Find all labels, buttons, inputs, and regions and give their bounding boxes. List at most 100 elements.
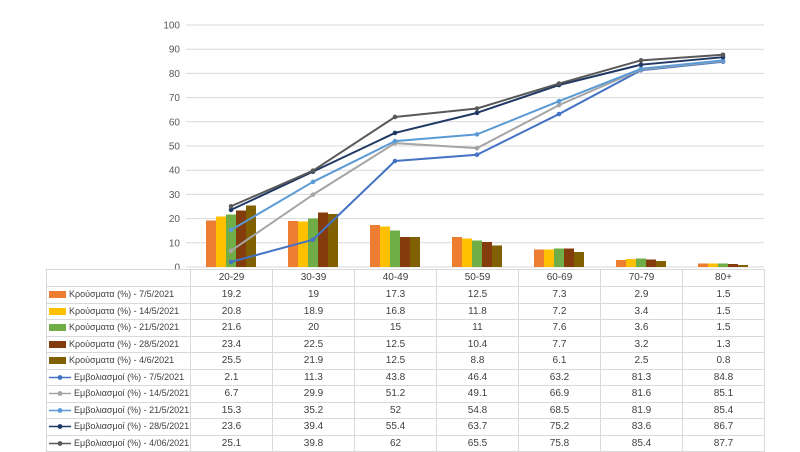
value-cell: 51.2 [354,385,437,403]
series-label: Εμβολιασμοί (%) - 28/5/2021 [74,421,190,431]
line-marker [310,179,316,185]
y-axis-tick-label: 60 [169,117,181,128]
y-axis-tick-label: 90 [169,45,181,56]
bar [410,236,420,267]
series-legend-cell: Εμβολιασμοί (%) - 21/5/2021 [46,401,191,419]
value-cell: 63.2 [518,368,601,386]
value-cell: 63.7 [436,418,519,436]
line-series-swatch-icon [49,391,71,397]
line-marker [638,62,644,67]
series-label: Κρούσματα (%) - 4/6/2021 [69,355,175,365]
series-label: Εμβολιασμοί (%) - 4/06/2021 [74,437,190,448]
value-cell: 12.5 [436,286,519,304]
value-cell: 83.6 [600,418,683,436]
y-axis-tick-label: 10 [169,238,181,249]
line-marker [474,106,480,111]
line-marker [228,227,234,233]
value-cell: 65.5 [436,434,519,452]
value-cell: 75.8 [518,434,601,452]
line-marker [720,58,726,63]
bar [216,216,226,267]
line-marker [638,66,644,72]
value-cell: 18.9 [272,302,355,320]
series-label: Κρούσματα (%) - 14/5/2021 [69,305,180,316]
bar [492,245,502,267]
bar [616,259,626,267]
line-marker [392,130,398,136]
value-cell: 85.1 [682,385,765,403]
bar [544,249,554,267]
value-cell: 85.4 [600,434,683,452]
bar [656,260,666,267]
value-cell: 87.7 [682,434,765,452]
y-axis-tick-label: 30 [169,190,181,201]
value-cell: 86.7 [682,418,765,436]
bar [718,263,728,267]
line-marker [556,102,562,108]
legend-header-cell [46,269,191,287]
value-cell: 22.5 [272,335,355,353]
table-row: Κρούσματα (%) - 21/5/2021 21.6 20 15 11 7.6 3.… [46,319,765,337]
y-axis-tick-label: 0 [174,263,180,273]
bar [636,258,646,267]
value-cell: 35.2 [272,401,355,419]
line-marker [474,145,480,151]
value-cell: 1.5 [682,286,765,304]
line-marker [474,132,480,137]
combo-chart-canvas: 0 10 20 30 40 50 60 70 80 90 100 [163,21,764,273]
line-series-swatch-icon [49,440,71,446]
bar [698,263,708,267]
value-cell: 11.3 [272,368,355,386]
bar [574,252,584,267]
value-cell: 15 [354,319,437,337]
value-cell: 81.3 [600,368,683,386]
value-cell: 23.6 [190,418,273,436]
bar [472,240,482,267]
series-legend-cell: Κρούσματα (%) - 21/5/2021 [46,319,191,337]
value-cell: 20.8 [190,302,273,320]
value-cell: 2.5 [600,352,683,370]
table-row: Εμβολιασμοί (%) - 21/5/2021 15.3 35.2 52 54.… [46,401,765,419]
line-series-swatch-icon [49,374,71,380]
line-marker [556,81,562,86]
value-cell: 21.9 [272,352,355,370]
y-axis-tick-label: 20 [169,214,181,225]
value-cell: 12.5 [354,335,437,353]
line-marker [392,158,398,164]
value-cell: 7.7 [518,335,601,353]
bar-series-swatch-icon [49,324,66,332]
value-cell: 2.1 [190,368,273,386]
value-cell: 29.9 [272,385,355,403]
line-marker [474,152,480,158]
value-cell: 19 [272,286,355,304]
y-axis-tick-label: 40 [169,166,181,177]
bar [288,221,298,267]
value-cell: 3.2 [600,335,683,353]
series-label: Εμβολιασμοί (%) - 7/5/2021 [74,371,185,382]
y-axis-tick-label: 80 [169,69,181,80]
value-cell: 20 [272,319,355,337]
bar [452,236,462,267]
value-cell: 6.7 [190,385,273,403]
value-cell: 7.3 [518,286,601,304]
value-cell: 1.5 [682,302,765,320]
bar [482,241,492,267]
series-label: Κρούσματα (%) - 7/5/2021 [69,289,175,299]
table-row: Εμβολιασμοί (%) - 7/5/2021 2.1 11.3 43.8 46.… [46,368,765,386]
series-label: Κρούσματα (%) - 21/5/2021 [69,322,180,332]
bar [206,220,216,267]
bar [728,263,738,267]
value-cell: 49.1 [436,385,519,403]
bar-series-swatch-icon [49,357,66,365]
line-marker [228,259,234,265]
value-cell: 81.6 [600,385,683,403]
y-axis-tick-label: 100 [163,21,180,32]
value-cell: 3.4 [600,302,683,320]
series-legend-cell: Εμβολιασμοί (%) - 28/5/2021 [46,418,191,436]
column-header: 80+ [682,269,765,287]
column-header: 60-69 [518,269,601,287]
table-row: Εμβολιασμοί (%) - 28/5/2021 23.6 39.4 55.4 6… [46,418,765,436]
value-cell: 11 [436,319,519,337]
value-cell: 11.8 [436,302,519,320]
